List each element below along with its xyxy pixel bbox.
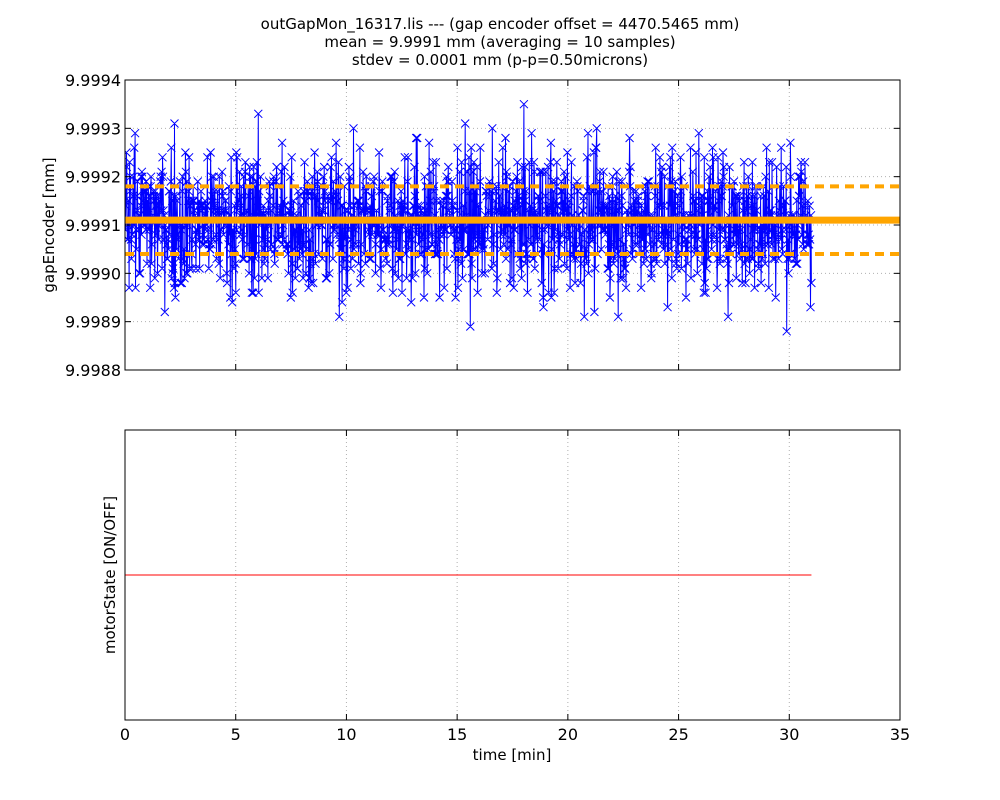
top-y-tick-label: 9.9992 [65,168,121,187]
bottom-plot-frame [124,429,901,721]
top-y-tick-label: 9.9989 [65,313,121,332]
bottom-x-tick-label: 15 [447,725,467,744]
chart-title-line-1: outGapMon_16317.lis --- (gap encoder off… [260,15,740,33]
bottom-x-tick-label: 30 [779,725,799,744]
top-y-tick-label: 9.9994 [65,71,121,90]
top-y-tick-label: 9.9993 [65,119,121,138]
bottom-y-axis-label: motorState [ON/OFF] [101,496,119,654]
gap-encoder-plot: 9.9988 9.9989 9.9990 9.9991 9.9992 9.9993 9.99… [65,71,901,380]
bottom-x-tick-label: 0 [120,725,130,744]
top-y-tick-label: 9.9988 [65,361,121,380]
bottom-x-tick-label: 10 [336,725,356,744]
x-axis-label: time [min] [473,746,552,764]
top-y-tick-label: 9.9991 [65,216,121,235]
bottom-x-tick-label: 35 [890,725,910,744]
chart-title-line-3: stdev = 0.0001 mm (p-p=0.50microns) [351,51,649,69]
bottom-x-tick-label: 25 [668,725,688,744]
top-y-tick-label: 9.9990 [65,264,121,283]
chart-title-line-2: mean = 9.9991 mm (averaging = 10 samples… [324,33,676,51]
bottom-x-tick-label: 20 [558,725,578,744]
bottom-x-tick-label: 5 [231,725,241,744]
motor-state-plot: 0 5 10 15 20 25 30 35 [120,429,910,744]
top-y-axis-label: gapEncoder [mm] [40,157,58,292]
